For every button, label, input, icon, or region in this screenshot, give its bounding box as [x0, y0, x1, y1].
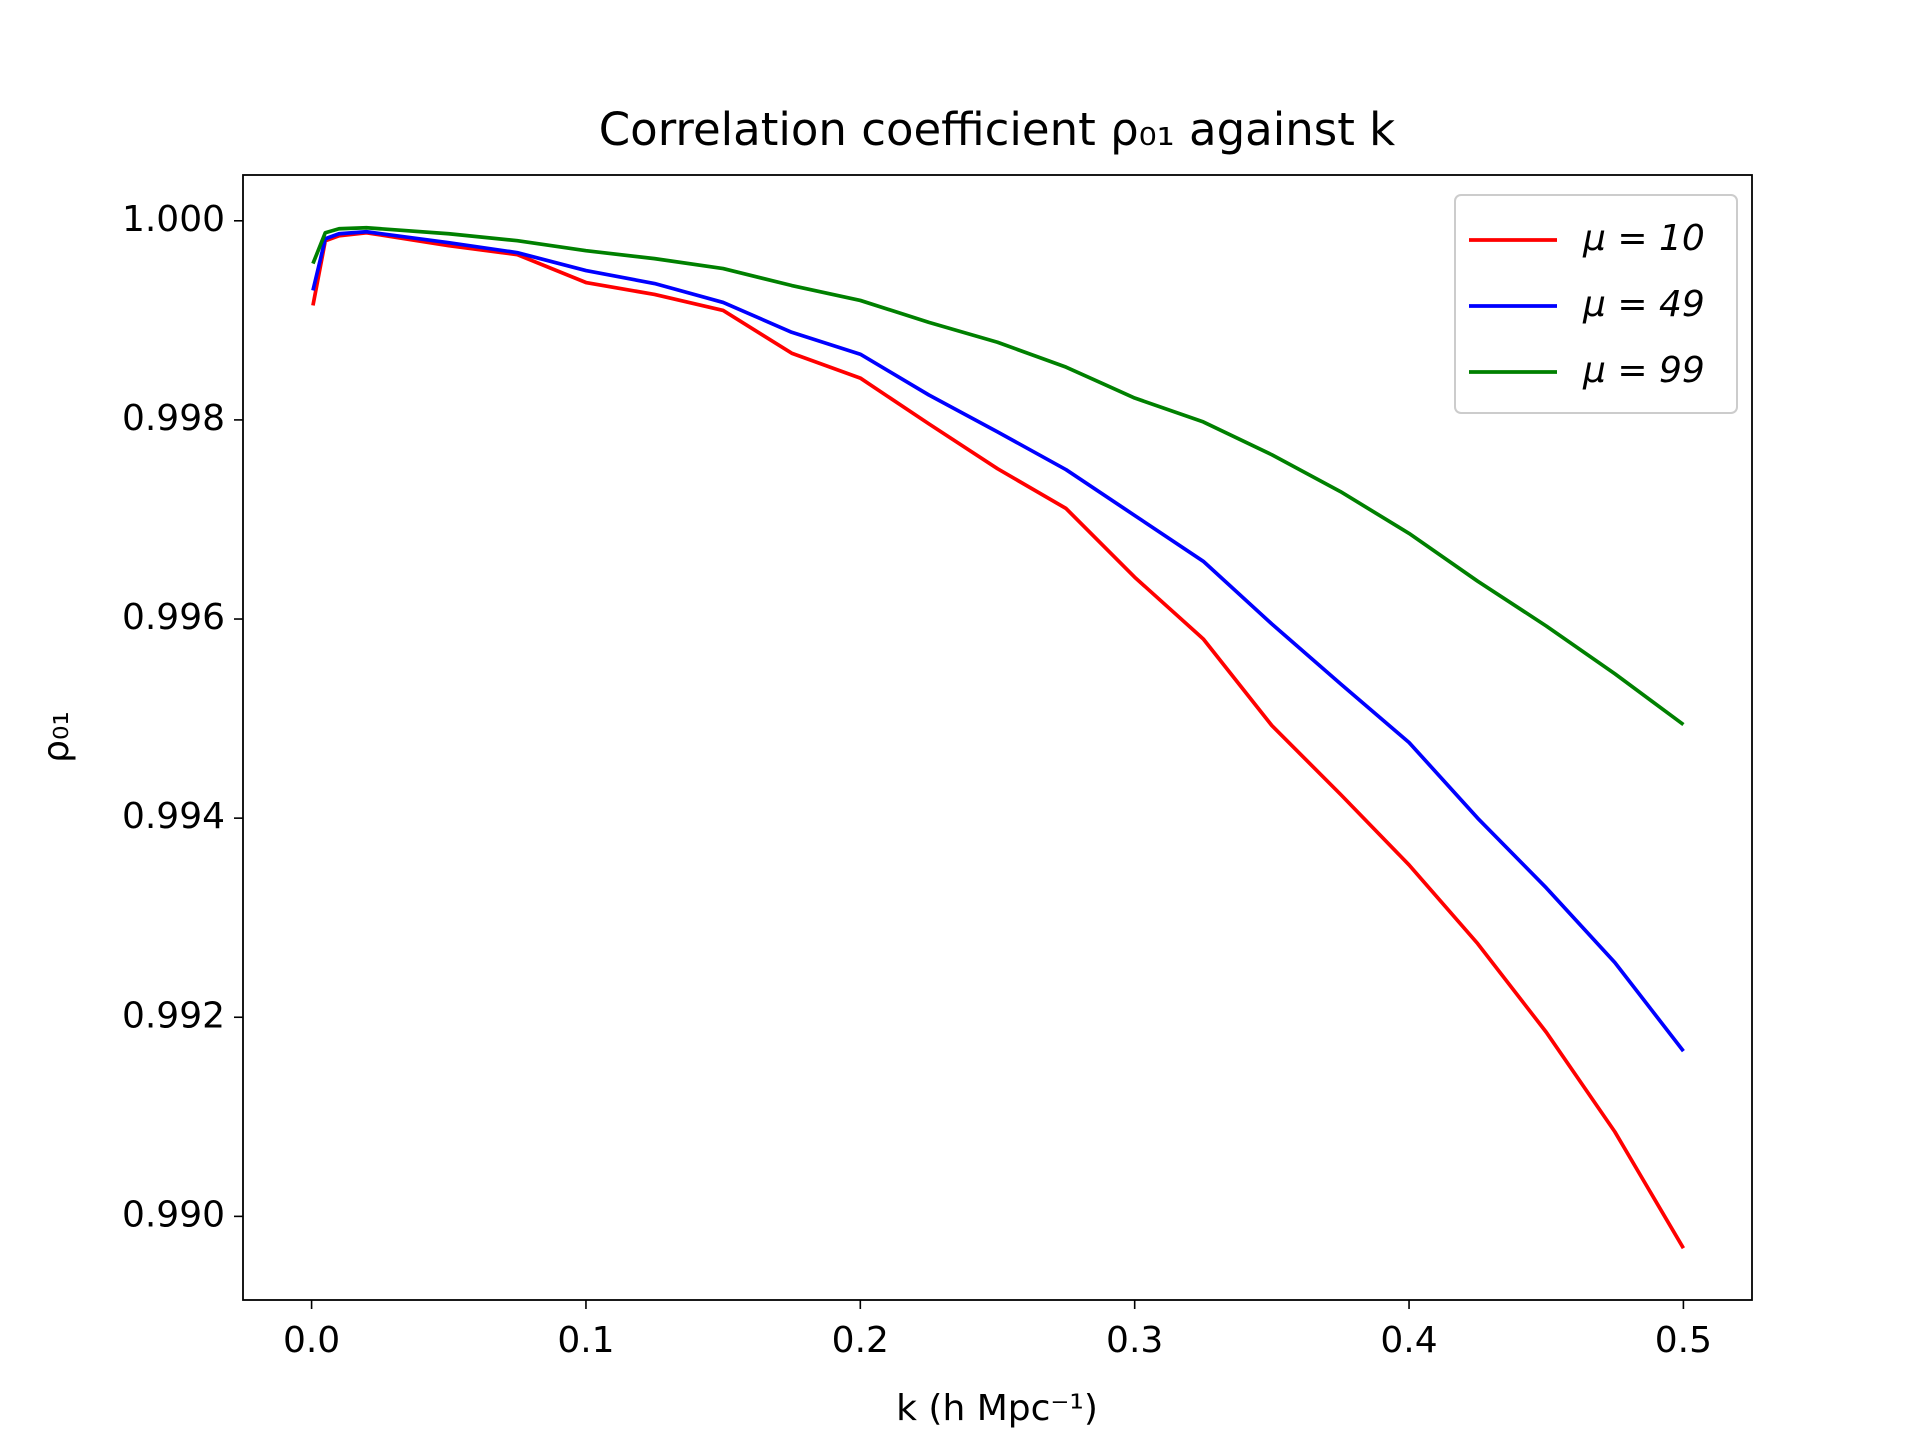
y-tick-label: 0.996 [122, 597, 225, 638]
x-axis-label: k (h Mpc⁻¹) [896, 1388, 1098, 1429]
chart-title: Correlation coefficient ρ₀₁ against k [599, 103, 1395, 156]
x-tick-label: 0.1 [557, 1320, 614, 1361]
y-axis-label: ρ₀₁ [36, 711, 77, 763]
legend-label: μ = 49 [1582, 284, 1705, 325]
y-tick-label: 0.990 [122, 1194, 225, 1235]
y-tick-label: 0.992 [122, 995, 225, 1036]
x-tick-label: 0.2 [832, 1320, 889, 1361]
x-tick-label: 0.0 [283, 1320, 340, 1361]
y-tick-label: 0.994 [122, 796, 225, 837]
y-tick-label: 0.998 [122, 398, 225, 439]
x-tick-label: 0.3 [1106, 1320, 1163, 1361]
series-line [311, 229, 1685, 1053]
legend-box [1454, 194, 1738, 414]
y-tick-label: 1.000 [122, 199, 225, 240]
series-line [311, 225, 1685, 727]
series-line [311, 230, 1686, 1250]
legend-label: μ = 99 [1582, 350, 1705, 391]
x-tick-label: 0.5 [1655, 1320, 1712, 1361]
legend-label: μ = 10 [1582, 218, 1705, 259]
x-tick-label: 0.4 [1380, 1320, 1437, 1361]
plot-frame [242, 174, 1753, 1301]
